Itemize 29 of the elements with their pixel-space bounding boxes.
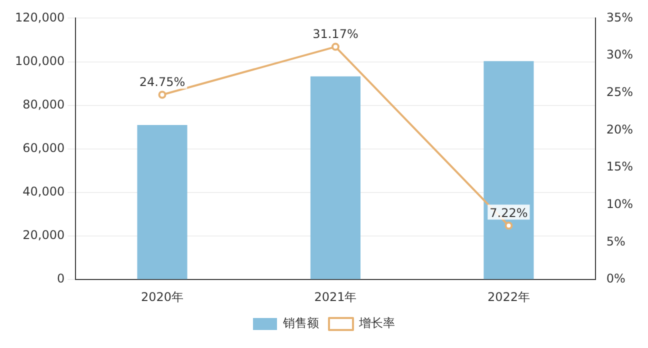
- point: [504, 222, 513, 230]
- y2-tick-label: 15%: [606, 160, 633, 174]
- legend-label: 增长率: [358, 316, 395, 330]
- y-tick-label: 40,000: [22, 184, 65, 199]
- y2-tick-label: 0%: [606, 272, 626, 286]
- bar: [310, 76, 361, 280]
- y-tick-label: 60,000: [22, 141, 65, 156]
- data-label: 31.17%: [312, 26, 358, 41]
- point: [331, 42, 340, 51]
- y-tick-label: 120,000: [15, 10, 65, 24]
- y2-tick-label: 35%: [606, 10, 633, 24]
- bar: [137, 124, 188, 280]
- y-tick-label: 0: [56, 272, 65, 286]
- y2-tick-label: 20%: [606, 122, 633, 136]
- y2-tick-label: 5%: [606, 234, 626, 248]
- y-tick-label: 80,000: [22, 97, 65, 112]
- x-tick-label: 2021年: [314, 290, 357, 304]
- y2-tick-label: 25%: [606, 85, 633, 100]
- legend-label: 销售额: [282, 316, 319, 330]
- data-label: 7.22%: [490, 206, 528, 220]
- bar: [484, 61, 534, 280]
- y-tick-label: 100,000: [15, 54, 65, 68]
- y2-tick-label: 10%: [606, 197, 633, 212]
- data-label: 24.75%: [139, 74, 186, 89]
- y-tick-label: 20,000: [22, 228, 65, 242]
- x-tick-label: 2022年: [487, 290, 530, 304]
- x-tick-label: 2020年: [140, 290, 184, 304]
- point: [158, 90, 166, 99]
- y2-tick-label: 30%: [606, 48, 633, 62]
